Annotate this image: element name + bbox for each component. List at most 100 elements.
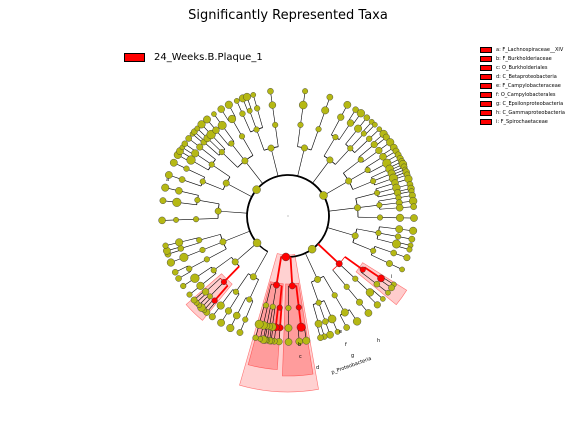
tree-edge <box>378 232 399 237</box>
taxon-node <box>327 314 337 324</box>
tree-edge <box>244 160 263 184</box>
clade-label-c: c <box>299 354 302 360</box>
taxon-node <box>390 249 397 257</box>
tree-edge <box>203 141 220 156</box>
tree-arc <box>297 175 330 228</box>
class-legend-swatch <box>124 53 145 62</box>
taxon-node <box>214 207 222 215</box>
taxon-node <box>301 144 308 152</box>
taxon-node <box>236 329 244 336</box>
taxon-node <box>315 126 322 133</box>
tree-edge <box>197 199 220 205</box>
legend-swatch <box>480 82 492 89</box>
taxon-node <box>373 301 381 309</box>
taxon-node <box>197 120 206 129</box>
taxon-node <box>203 256 210 263</box>
tree-edge <box>317 243 340 265</box>
taxon-node <box>372 121 378 128</box>
taxon-node <box>177 245 185 252</box>
legend-swatch <box>480 92 492 99</box>
highlighted-node <box>296 322 306 332</box>
taxon-node <box>158 216 166 225</box>
taxon-node <box>298 100 308 110</box>
taxon-node <box>352 317 362 326</box>
taxon-node <box>373 280 381 288</box>
tree-edge <box>352 242 374 252</box>
tree-edge <box>338 263 356 279</box>
taxon-node <box>241 157 249 165</box>
taxon-node <box>352 106 359 113</box>
taxa-legend-item: f: O_Campylobacterales <box>480 90 565 99</box>
taxon-node <box>375 229 382 236</box>
tree-edge <box>226 182 252 198</box>
taxon-node <box>284 324 293 332</box>
taxon-node <box>370 141 378 148</box>
taxon-node <box>395 225 404 234</box>
clade-label-d: d <box>316 365 319 371</box>
taxon-node <box>379 153 387 161</box>
chart-title: Significantly Represented Taxa <box>188 8 388 23</box>
taxon-node <box>331 292 338 299</box>
taxon-node <box>332 134 339 141</box>
taxon-node <box>343 324 350 331</box>
taxon-node <box>199 246 206 253</box>
taxon-node <box>307 244 317 254</box>
taxon-node <box>334 329 341 335</box>
tree-edge <box>374 246 394 254</box>
taxon-node <box>173 217 179 223</box>
taxon-node <box>395 204 404 212</box>
tree-edge <box>274 124 279 147</box>
legend-text: g: C_Epsilonproteobacteria <box>496 101 564 108</box>
taxon-node <box>284 338 293 346</box>
tree-edge <box>350 133 365 149</box>
legend-text: e: F_Campylobacteraceae <box>496 82 561 89</box>
taxa-legend-item: d: C_Betaproteobacteria <box>480 72 565 81</box>
taxon-node <box>392 239 401 249</box>
taxon-node <box>354 204 361 212</box>
taxon-node <box>190 273 200 283</box>
taxon-node <box>386 138 395 147</box>
tree-edge <box>297 147 305 177</box>
taxon-node <box>376 126 383 132</box>
taxon-node <box>366 135 373 142</box>
taxon-node <box>410 214 418 222</box>
taxon-node <box>254 319 264 329</box>
class-legend: 24_Weeks.B.Plaque_1 <box>124 52 263 63</box>
highlighted-node <box>295 304 302 311</box>
tree-edge <box>213 284 229 302</box>
taxon-node <box>319 191 328 200</box>
taxa-legend-item: e: F_Campylobacteraceae <box>480 81 565 90</box>
taxon-node <box>337 113 345 121</box>
tree-edge <box>356 228 379 234</box>
taxon-node <box>228 140 235 147</box>
taxon-node <box>272 121 279 128</box>
taxon-node <box>295 337 304 346</box>
taxon-node <box>217 120 227 130</box>
legend-text: i: F_Spirochaetaceae <box>496 119 548 126</box>
tree-edge <box>343 159 361 174</box>
taxon-node <box>394 233 402 240</box>
tree-edge <box>256 129 265 151</box>
taxon-node <box>210 267 217 274</box>
taxon-node <box>317 334 324 341</box>
taxon-node <box>347 145 354 152</box>
clade-label-g: g <box>351 353 354 359</box>
tree-edge <box>323 136 336 157</box>
taxon-node <box>357 156 364 163</box>
tree-edge <box>328 207 358 212</box>
tree-edge <box>289 256 294 286</box>
taxon-node <box>201 288 210 296</box>
clade-label-b: b <box>298 342 301 348</box>
taxon-node <box>297 121 304 128</box>
taxa-legend-item: b: F_Burkholderiaceae <box>480 54 565 63</box>
taxa-legend-item: i: F_Spirochaetaceae <box>480 118 565 127</box>
taxon-node <box>162 242 169 249</box>
taxon-node <box>364 166 371 173</box>
tree-nodes <box>158 87 418 346</box>
taxon-node <box>186 291 193 298</box>
taxon-node <box>159 197 167 205</box>
taxon-node <box>302 336 311 345</box>
taxon-node <box>217 318 225 327</box>
taxon-node <box>326 93 334 101</box>
taxon-node <box>183 165 190 172</box>
